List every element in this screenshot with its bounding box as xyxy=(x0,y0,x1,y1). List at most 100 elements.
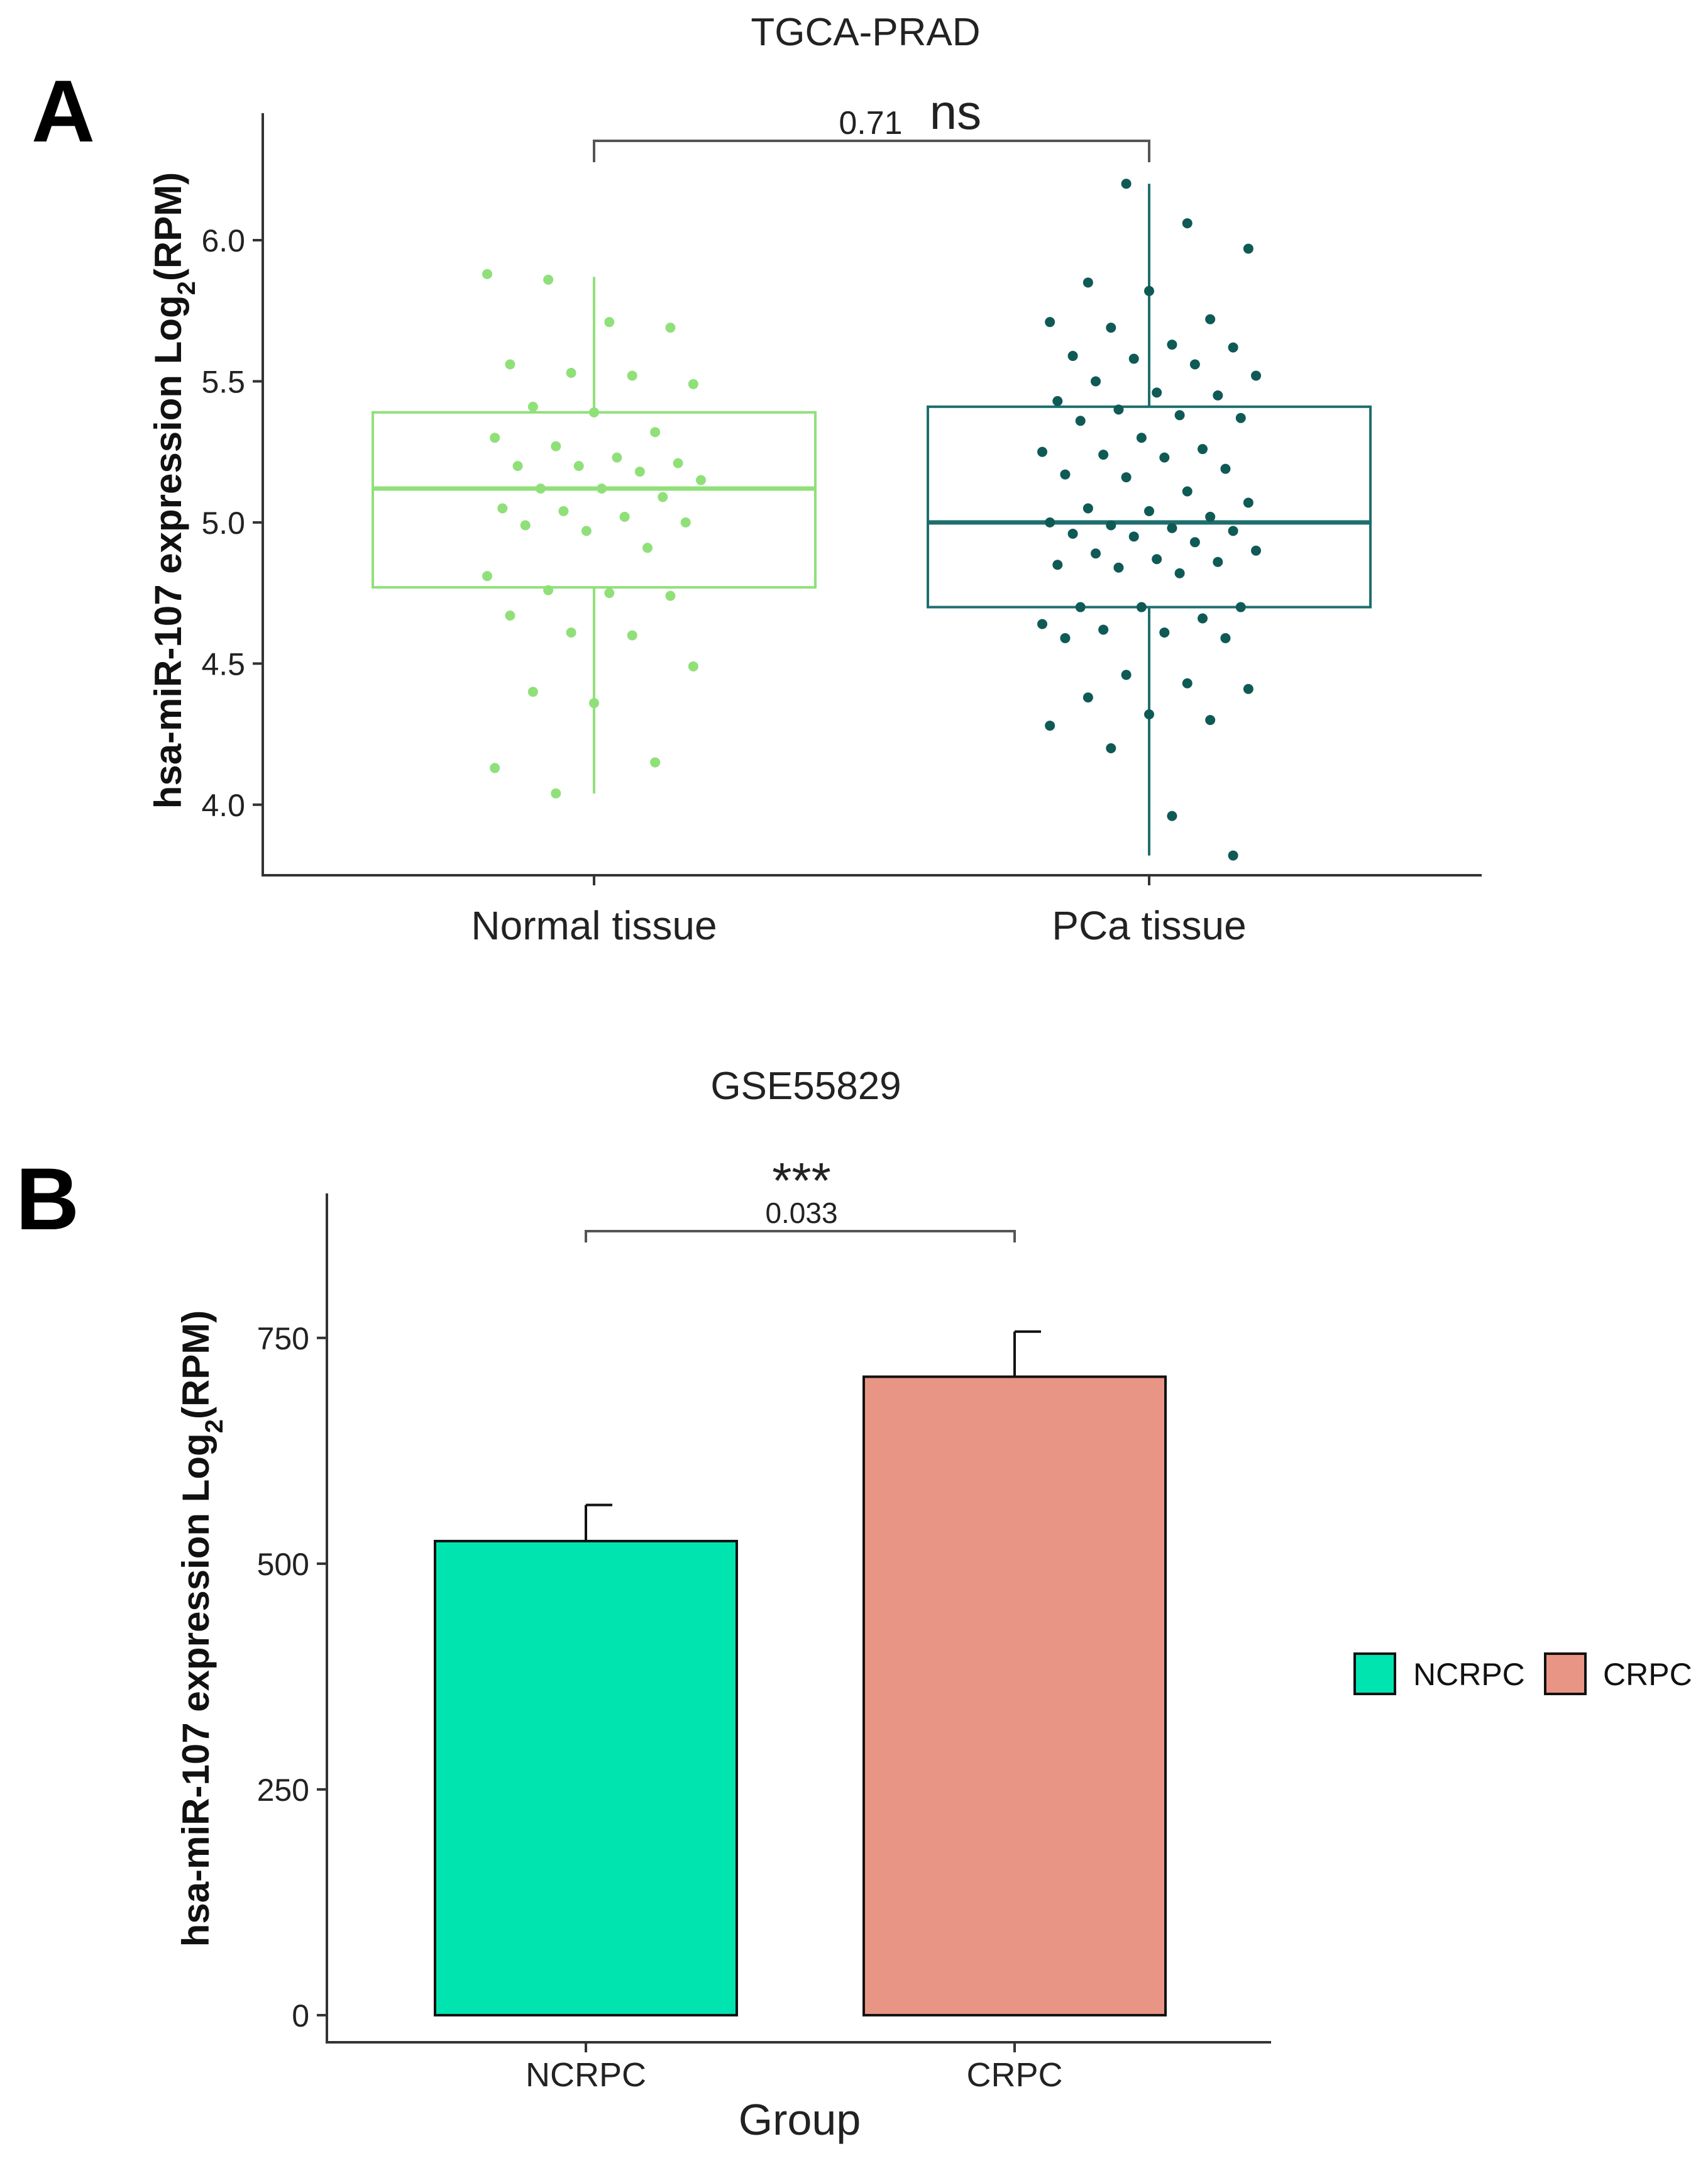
panel-a-point xyxy=(1083,692,1093,703)
panel-a-point xyxy=(1167,810,1177,821)
panel-a-xtick-label: PCa tissue xyxy=(1052,903,1246,948)
panel-a-point xyxy=(1075,602,1086,612)
panel-a-point xyxy=(1060,469,1071,480)
panel-a-point xyxy=(1121,472,1132,483)
panel-a-point xyxy=(688,379,698,389)
panel-a-point xyxy=(1182,218,1193,229)
panel-a-point xyxy=(1144,506,1154,516)
panel-a-point xyxy=(650,757,661,768)
panel-a-point xyxy=(1136,433,1147,443)
panel-b-significance: *** xyxy=(772,1153,830,1209)
panel-a-point xyxy=(680,517,691,528)
panel-a-point xyxy=(665,323,676,333)
panel-a-ytick-label: 5.5 xyxy=(201,364,245,399)
panel-a-point xyxy=(1136,602,1147,612)
panel-a-ytick-label: 4.5 xyxy=(201,646,245,682)
panel-a-point xyxy=(604,588,615,599)
panel-a-boxes xyxy=(372,184,1372,856)
legend-label-crpc: CRPC xyxy=(1603,1657,1692,1692)
panel-a-point xyxy=(673,458,683,468)
panel-a-point xyxy=(1220,463,1231,474)
panel-a-sig-bracket xyxy=(593,140,1150,162)
panel-a-point xyxy=(1052,560,1063,570)
panel-a-point xyxy=(1045,317,1055,328)
panel-b-ylabel-main: hsa-miR-107 expression Log xyxy=(175,1433,217,1947)
panel-a-ylabel-sub: 2 xyxy=(173,281,201,295)
panel-a-ytick-label: 6.0 xyxy=(201,223,245,258)
panel-a-point xyxy=(543,585,554,595)
panel-a-point xyxy=(1189,359,1200,370)
panel-a-point xyxy=(650,427,661,438)
panel-a-point xyxy=(1243,683,1253,694)
panel-a-point xyxy=(1228,850,1238,861)
panel-a-yaxis-ticks: 4.0 4.5 5.0 5.5 6.0 xyxy=(201,223,263,823)
panel-a-point xyxy=(1083,277,1093,288)
panel-a-point xyxy=(627,370,637,381)
panel-b-xaxis-ticks: NCRPC CRPC xyxy=(526,2042,1063,2094)
panel-a-point xyxy=(1159,452,1170,463)
panel-b-ytick-label: 250 xyxy=(257,1773,309,1808)
panel-a-point xyxy=(1220,633,1231,643)
panel-b: B GSE55829 hsa-miR-107 expression Log2(R… xyxy=(16,1065,1692,2144)
panel-a-point xyxy=(1075,416,1086,426)
panel-a-point xyxy=(1113,562,1124,573)
panel-b-ytick-label: 500 xyxy=(257,1547,309,1582)
panel-a-point xyxy=(1189,537,1200,548)
panel-b-xlabel: Group xyxy=(739,2095,861,2144)
panel-a-ytick-label: 4.0 xyxy=(201,788,245,823)
panel-b-ylabel: hsa-miR-107 expression Log2(RPM) xyxy=(175,1310,228,1947)
panel-b-p-value: 0.033 xyxy=(765,1197,837,1229)
panel-a-point xyxy=(1106,520,1116,531)
panel-a-point xyxy=(627,630,637,641)
panel-a-ylabel-main: hsa-miR-107 expression Log xyxy=(147,295,189,809)
panel-a-point xyxy=(566,367,576,378)
panel-b-ytick-label: 750 xyxy=(257,1321,309,1356)
panel-a-point xyxy=(696,475,706,485)
panel-a-point xyxy=(1213,556,1223,567)
panel-a-ytick-label: 5.0 xyxy=(201,506,245,541)
panel-b-yaxis-ticks: 0 250 500 750 xyxy=(257,1321,327,2033)
panel-a-point xyxy=(597,484,607,494)
panel-a-point xyxy=(1091,376,1101,387)
panel-a-point xyxy=(1213,390,1223,401)
panel-a-point xyxy=(688,661,698,672)
panel-a-point xyxy=(1198,444,1208,455)
panel-a-ylabel-tail: (RPM) xyxy=(147,172,189,281)
panel-a: A TGCA-PRAD hsa-miR-107 expression Log2(… xyxy=(31,11,1482,948)
panel-a-points xyxy=(482,179,1261,861)
panel-a-point xyxy=(1159,627,1170,638)
panel-b-ylabel-sub: 2 xyxy=(201,1419,228,1433)
panel-a-point xyxy=(1128,531,1139,542)
panel-b-bars xyxy=(434,1330,1167,2016)
panel-a-point xyxy=(1235,412,1246,423)
legend-swatch-crpc xyxy=(1544,1652,1587,1695)
panel-a-axes xyxy=(262,113,1482,877)
panel-a-point xyxy=(497,503,508,514)
panel-a-point xyxy=(665,590,676,601)
panel-a-point xyxy=(1091,548,1101,559)
panel-a-point xyxy=(536,484,546,494)
panel-a-box xyxy=(372,411,817,589)
panel-a-point xyxy=(1205,511,1216,522)
panel-a-point xyxy=(1113,404,1124,415)
panel-a-point xyxy=(581,526,592,536)
panel-a-point xyxy=(1060,633,1071,643)
panel-a-point xyxy=(1167,523,1177,533)
panel-a-letter: A xyxy=(31,62,95,160)
panel-a-ylabel: hsa-miR-107 expression Log2(RPM) xyxy=(147,172,201,809)
panel-a-point xyxy=(1128,353,1139,364)
panel-a-p-value: 0.71 xyxy=(839,105,902,141)
panel-a-point xyxy=(619,511,630,522)
panel-a-point xyxy=(558,506,569,516)
panel-b-xtick-label: CRPC xyxy=(966,2056,1062,2094)
panel-a-point xyxy=(1152,387,1162,398)
panel-a-point xyxy=(1182,486,1193,497)
panel-a-point xyxy=(573,461,584,472)
panel-b-axes xyxy=(326,1193,1271,2044)
panel-a-point xyxy=(1106,323,1116,333)
panel-a-box xyxy=(927,405,1372,609)
panel-a-point xyxy=(1251,370,1261,381)
panel-a-point xyxy=(482,268,492,279)
panel-b-bar xyxy=(434,1539,738,2016)
